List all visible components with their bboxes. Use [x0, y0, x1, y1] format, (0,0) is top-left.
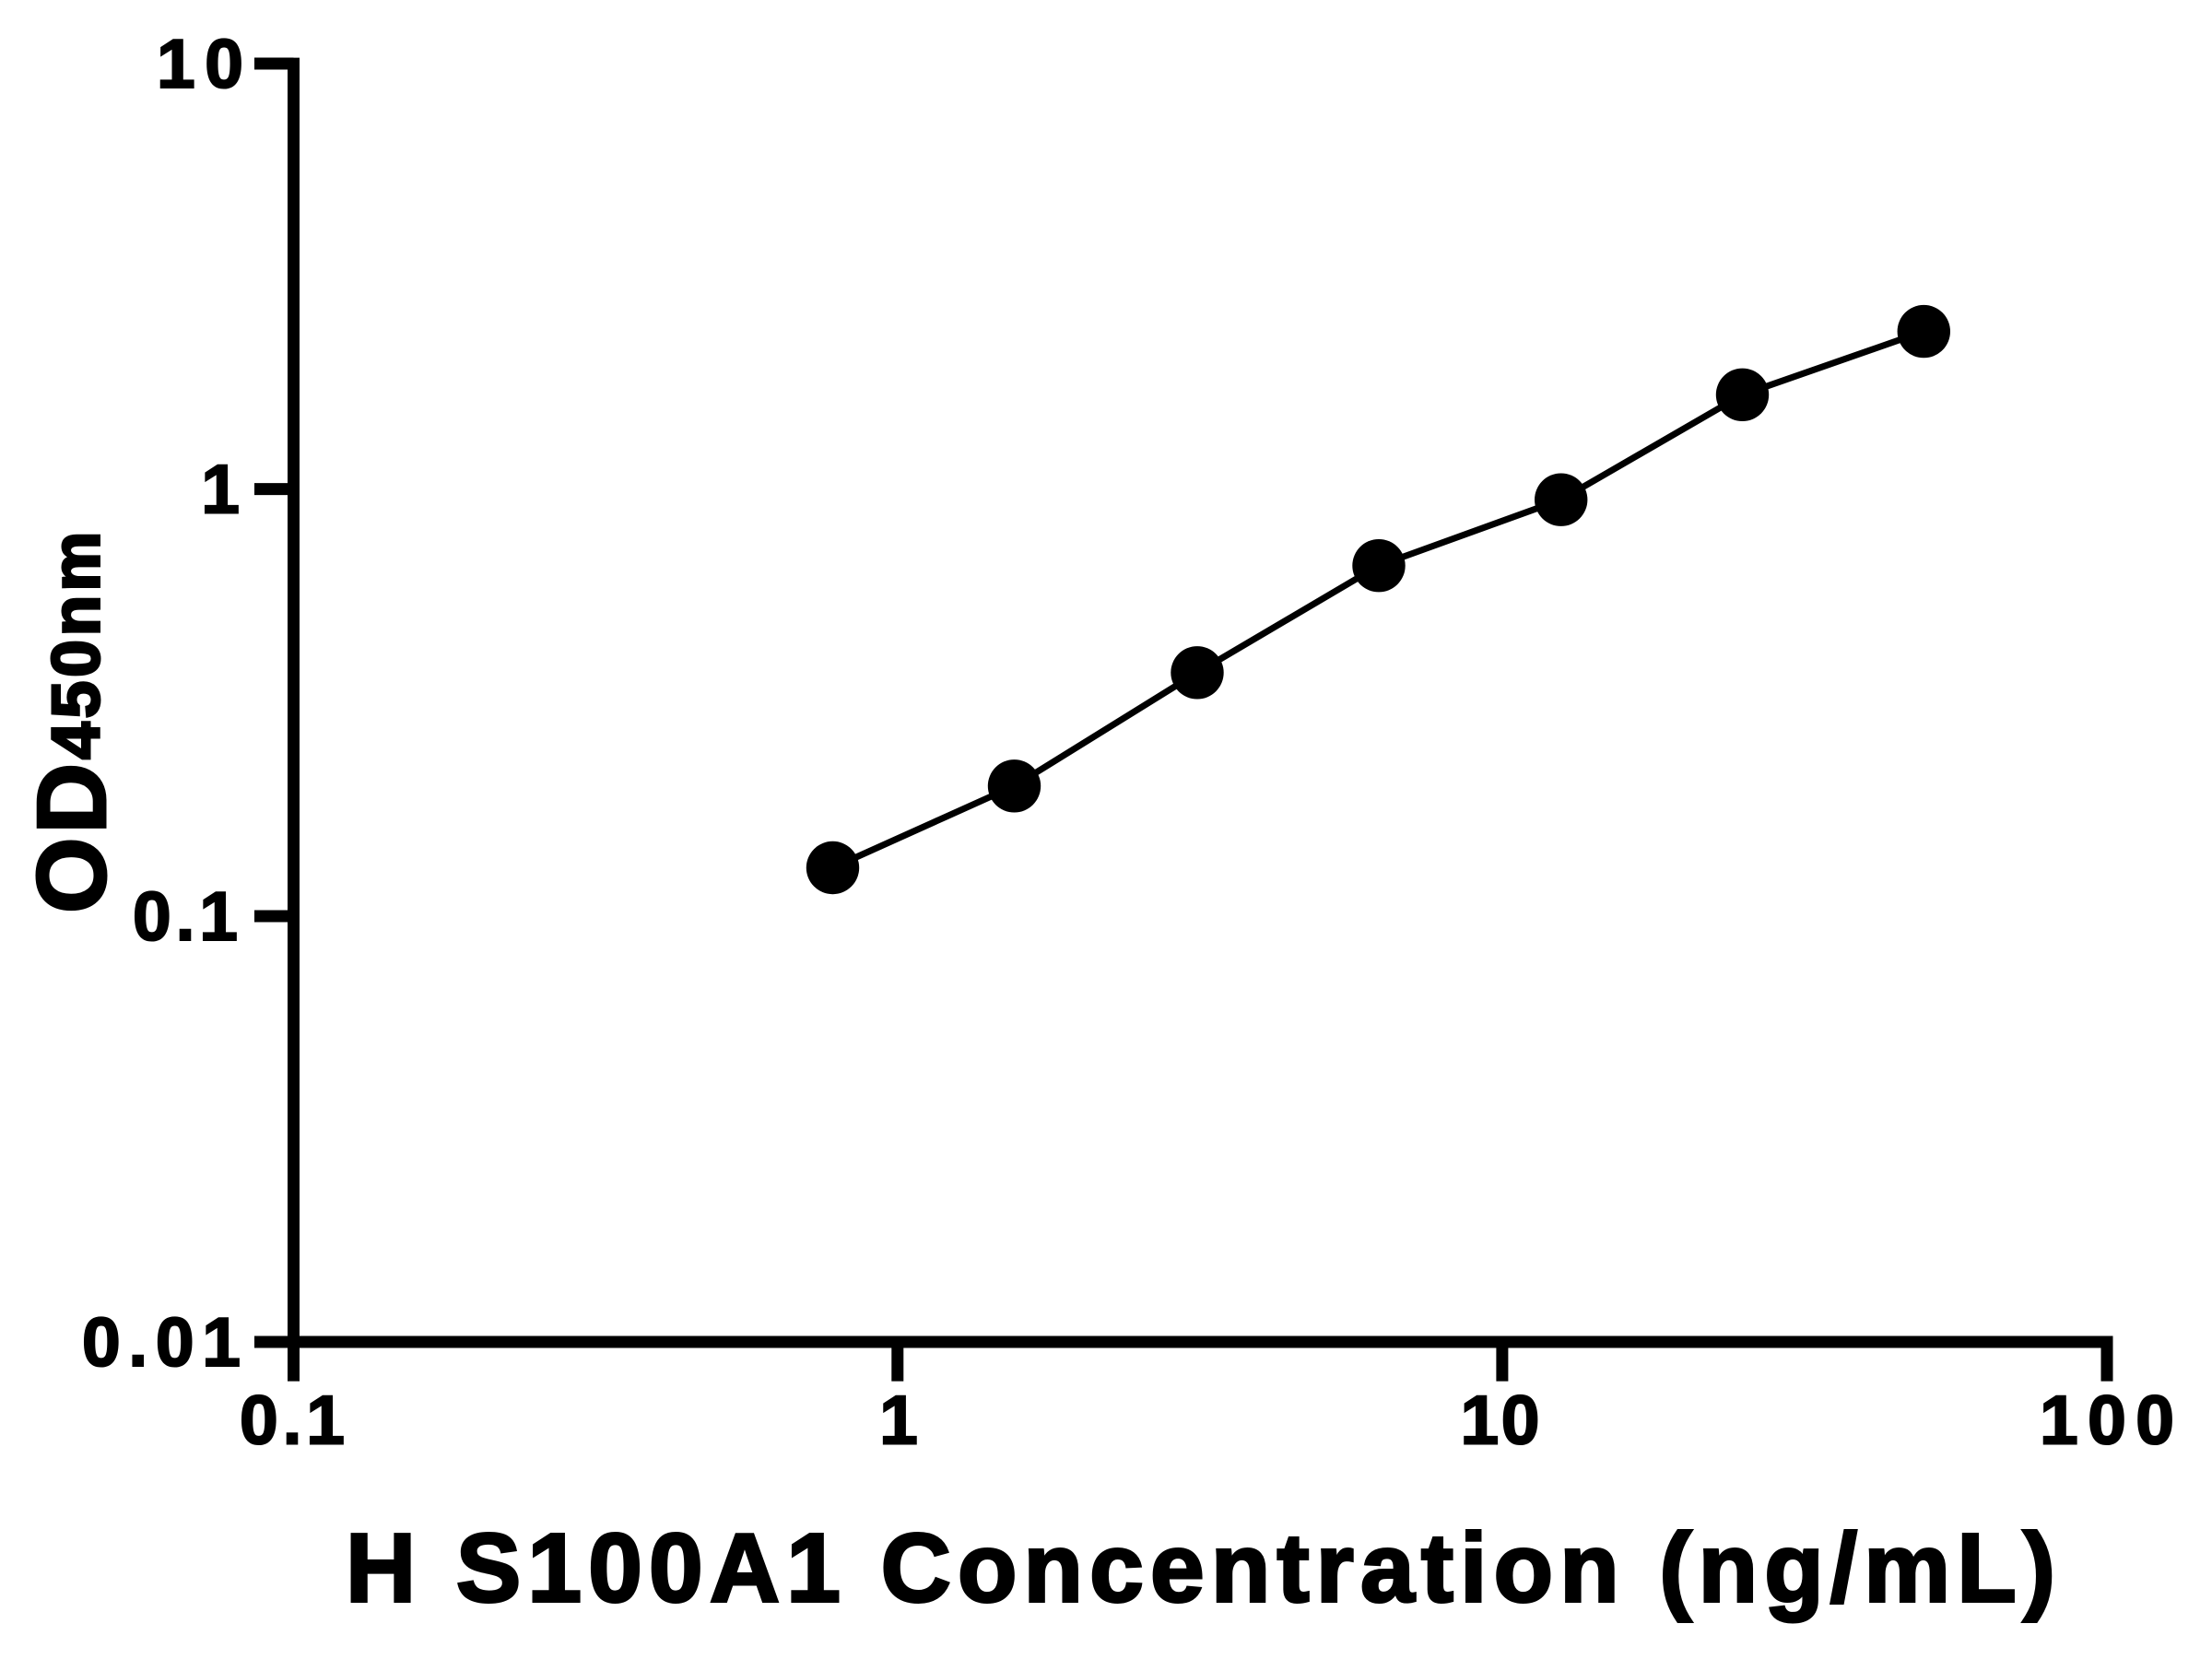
svg-text:0.1: 0.1: [240, 1381, 345, 1458]
svg-text:100: 100: [2040, 1381, 2174, 1458]
svg-text:H S100A1 Concentration (ng/mL): H S100A1 Concentration (ng/mL): [346, 1514, 2055, 1623]
svg-text:0.1: 0.1: [133, 877, 238, 955]
svg-text:1: 1: [879, 1381, 918, 1458]
svg-text:0.01: 0.01: [82, 1303, 241, 1381]
svg-text:1: 1: [201, 450, 240, 527]
